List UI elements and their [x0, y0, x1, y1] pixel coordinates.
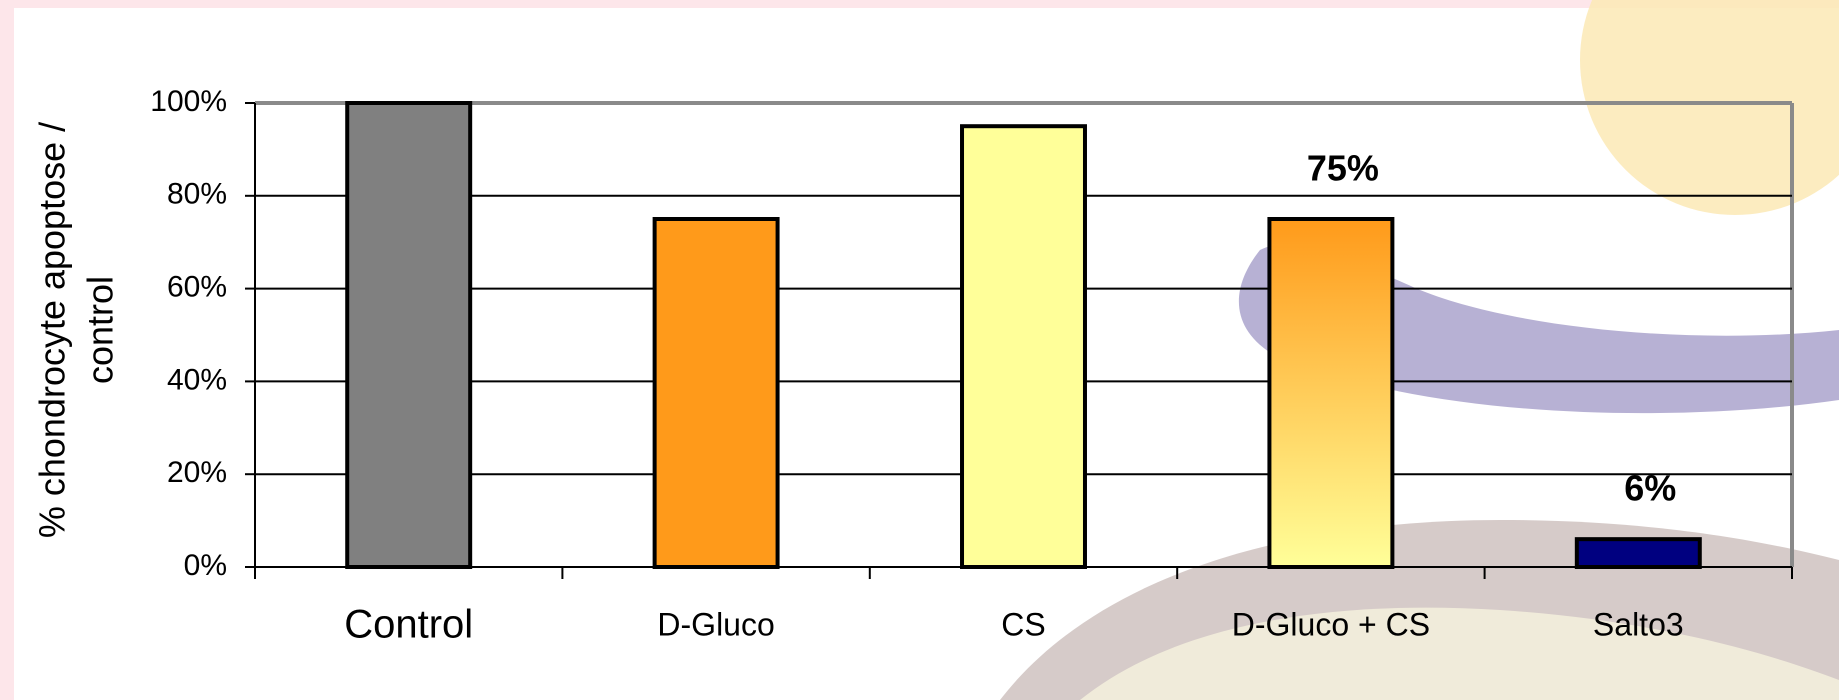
deco-circle [1580, 0, 1839, 215]
y-axis-label: control [80, 276, 121, 384]
deco-swoosh [1080, 607, 1839, 700]
data-label: 6% [1624, 468, 1676, 509]
x-tick-label: D-Gluco + CS [1232, 606, 1430, 642]
y-tick-label: 80% [167, 178, 227, 211]
bar [1574, 537, 1702, 569]
bar [1267, 217, 1395, 569]
x-tick-label: Salto3 [1593, 606, 1684, 642]
y-axis-label: % chondrocyte apoptose / [32, 122, 73, 538]
y-tick-label: 20% [167, 456, 227, 489]
y-tick-label: 0% [184, 549, 227, 582]
y-tick-label: 40% [167, 363, 227, 396]
bar [960, 124, 1087, 569]
y-tick-label: 60% [167, 271, 227, 304]
y-tick-label: 100% [150, 85, 227, 118]
x-tick-label: D-Gluco [657, 606, 774, 642]
x-tick-label: CS [1001, 606, 1045, 642]
bar [652, 217, 780, 569]
bar [345, 101, 473, 569]
x-tick-label: Control [344, 603, 473, 647]
data-label: 75% [1307, 148, 1379, 189]
